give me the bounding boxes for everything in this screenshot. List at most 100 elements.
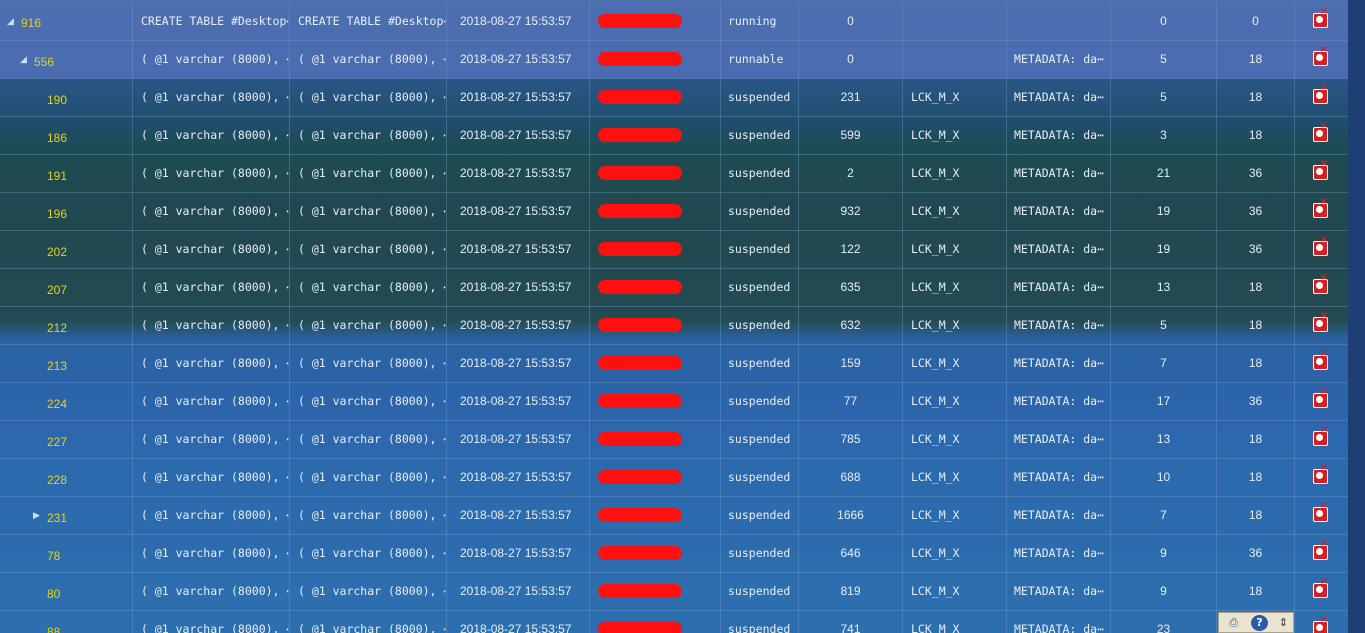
kill-session-icon[interactable] [1313,268,1328,297]
table-row[interactable]: 80 ( @1 varchar (8000), ⋯ ( @1 varchar (80… [0,572,1348,611]
kill-session-icon[interactable] [1313,154,1328,183]
table-row[interactable]: ▶ 231 ( @1 varchar (8000), ⋯ ( @1 varchar (… [0,496,1348,535]
vertical-scrollbar[interactable] [1348,0,1365,633]
kill-action-cell[interactable] [1295,192,1348,230]
kill-session-icon[interactable] [1313,610,1328,633]
collapse-arrow-icon[interactable]: ◢ [7,16,14,26]
table-row[interactable]: 186 ( @1 varchar (8000), ⋯ ( @1 varchar (8… [0,116,1348,155]
wait-resource-cell: METADATA: da⋯ [1007,116,1111,154]
kill-session-icon[interactable] [1313,2,1328,31]
wait-time-cell: 688 [799,458,903,496]
blocking-count-cell: 17 [1111,382,1217,420]
blocking-count-text: 10 [1156,470,1171,484]
sql-statement-cell: CREATE TABLE #Desktop⋯ [290,2,447,40]
kill-session-icon[interactable] [1313,496,1328,525]
kill-session-icon[interactable] [1313,192,1328,221]
kill-action-cell[interactable] [1295,306,1348,344]
database-id-text: 36 [1248,204,1263,218]
session-id-cell: 80 [0,572,133,610]
start-time-cell: 2018-08-27 15:53:57 [447,496,590,534]
wait-time-cell: 0 [799,2,903,40]
collapse-arrow-icon[interactable]: ◢ [20,54,27,64]
sql-statement-text: ( @1 varchar (8000), ⋯ [298,394,447,408]
redacted-login [598,622,682,633]
kill-action-cell[interactable] [1295,458,1348,496]
sql-statement-cell: ( @1 varchar (8000), ⋯ [290,382,447,420]
kill-action-cell[interactable] [1295,534,1348,572]
kill-action-cell[interactable] [1295,344,1348,382]
session-id-text: 224 [47,397,68,411]
kill-action-cell[interactable] [1295,154,1348,192]
sql-statement-text: ( @1 varchar (8000), ⋯ [298,128,447,142]
session-id-cell: ◢ 556 [0,40,133,78]
status-cell: suspended [721,420,799,458]
sql-text-text: ( @1 varchar (8000), ⋯ [141,394,290,408]
kill-action-cell[interactable] [1295,230,1348,268]
wait-time-cell: 1666 [799,496,903,534]
database-id-text: 36 [1248,546,1263,560]
kill-session-icon[interactable] [1313,420,1328,449]
sort-icon[interactable]: ⇕ [1278,616,1289,629]
kill-session-icon[interactable] [1313,116,1328,145]
table-row[interactable]: 202 ( @1 varchar (8000), ⋯ ( @1 varchar (8… [0,230,1348,269]
start-time-text: 2018-08-27 15:53:57 [460,546,572,560]
kill-action-cell[interactable] [1295,78,1348,116]
kill-session-icon[interactable] [1313,458,1328,487]
wait-type-text: LCK_M_X [911,242,960,256]
redacted-login [598,280,682,294]
kill-action-cell[interactable] [1295,496,1348,534]
table-row[interactable]: 227 ( @1 varchar (8000), ⋯ ( @1 varchar (8… [0,420,1348,459]
sql-statement-cell: ( @1 varchar (8000), ⋯ [290,192,447,230]
table-row[interactable]: 207 ( @1 varchar (8000), ⋯ ( @1 varchar (8… [0,268,1348,307]
wait-resource-cell: METADATA: da⋯ [1007,382,1111,420]
sql-statement-text: ( @1 varchar (8000), ⋯ [298,166,447,180]
kill-session-icon[interactable] [1313,78,1328,107]
table-row[interactable]: 190 ( @1 varchar (8000), ⋯ ( @1 varchar (8… [0,78,1348,117]
kill-action-cell[interactable] [1295,2,1348,40]
sql-text-cell: ( @1 varchar (8000), ⋯ [133,534,290,572]
status-cell: running [721,2,799,40]
kill-action-cell[interactable] [1295,382,1348,420]
sql-statement-text: ( @1 varchar (8000), ⋯ [298,622,447,633]
table-row[interactable]: ◢ 556 ( @1 varchar (8000), ⋯ ( @1 varchar (… [0,40,1348,79]
kill-session-icon[interactable] [1313,534,1328,563]
help-icon[interactable]: ? [1251,615,1268,631]
database-id-text: 18 [1248,52,1263,66]
table-row[interactable]: 88 ( @1 varchar (8000), ⋯ ( @1 varchar (80… [0,610,1348,633]
login-name-cell [590,610,721,633]
start-time-cell: 2018-08-27 15:53:57 [447,192,590,230]
kill-action-cell[interactable] [1295,420,1348,458]
table-row[interactable]: 212 ( @1 varchar (8000), ⋯ ( @1 varchar (8… [0,306,1348,345]
sql-statement-text: ( @1 varchar (8000), ⋯ [298,546,447,560]
table-row[interactable]: ◢ 916 CREATE TABLE #Desktop⋯ CREATE TABLE #… [0,2,1348,41]
kill-action-cell[interactable] [1295,40,1348,78]
expand-arrow-icon[interactable]: ▶ [33,510,40,520]
table-row[interactable]: 78 ( @1 varchar (8000), ⋯ ( @1 varchar (80… [0,534,1348,573]
kill-session-icon[interactable] [1313,344,1328,373]
session-id-text: 231 [47,511,68,525]
table-row[interactable]: 213 ( @1 varchar (8000), ⋯ ( @1 varchar (8… [0,344,1348,383]
wait-time-cell: 785 [799,420,903,458]
blocking-count-cell: 13 [1111,420,1217,458]
kill-action-cell[interactable] [1295,572,1348,610]
kill-session-icon[interactable] [1313,40,1328,69]
kill-session-icon[interactable] [1313,382,1328,411]
wait-type-text: LCK_M_X [911,584,960,598]
blocking-count-text: 17 [1156,394,1171,408]
kill-session-icon[interactable] [1313,306,1328,335]
table-row[interactable]: 224 ( @1 varchar (8000), ⋯ ( @1 varchar (8… [0,382,1348,421]
blocking-count-cell: 19 [1111,192,1217,230]
table-row[interactable]: 191 ( @1 varchar (8000), ⋯ ( @1 varchar (8… [0,154,1348,193]
wait-time-cell: 819 [799,572,903,610]
printer-icon[interactable]: ⎙ [1229,616,1238,629]
kill-session-icon[interactable] [1313,230,1328,259]
wait-resource-text: METADATA: da⋯ [1014,52,1105,66]
table-row[interactable]: 196 ( @1 varchar (8000), ⋯ ( @1 varchar (8… [0,192,1348,231]
kill-session-icon[interactable] [1313,572,1328,601]
kill-action-cell[interactable] [1295,610,1348,633]
redacted-login [598,584,682,598]
sql-statement-text: ( @1 varchar (8000), ⋯ [298,90,447,104]
kill-action-cell[interactable] [1295,116,1348,154]
table-row[interactable]: 228 ( @1 varchar (8000), ⋯ ( @1 varchar (8… [0,458,1348,497]
kill-action-cell[interactable] [1295,268,1348,306]
